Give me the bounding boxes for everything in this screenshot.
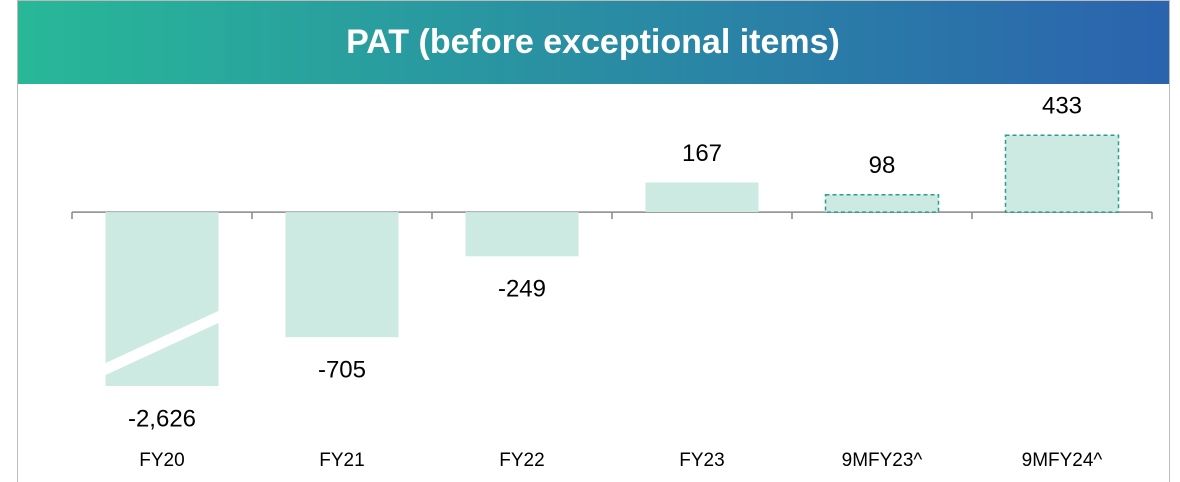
bar bbox=[465, 212, 579, 257]
value-label: -705 bbox=[318, 357, 366, 384]
x-tick-label: FY23 bbox=[679, 450, 724, 471]
bar bbox=[1004, 134, 1120, 213]
chart-title: PAT (before exceptional items) bbox=[346, 23, 840, 61]
value-label: 98 bbox=[869, 152, 896, 179]
x-tick-label: 9MFY23^ bbox=[842, 450, 923, 471]
value-label: 167 bbox=[682, 140, 722, 167]
panel-border bbox=[17, 0, 1170, 482]
header-band bbox=[17, 0, 1170, 84]
bar bbox=[285, 212, 399, 338]
x-tick-label: FY20 bbox=[139, 450, 184, 471]
bar bbox=[645, 182, 759, 213]
value-label: 433 bbox=[1042, 93, 1082, 120]
value-label: -249 bbox=[498, 276, 546, 303]
x-tick-label: FY21 bbox=[319, 450, 364, 471]
value-label: -2,626 bbox=[128, 405, 196, 432]
x-tick-label: 9MFY24^ bbox=[1022, 450, 1103, 471]
x-tick-label: FY22 bbox=[499, 450, 544, 471]
axis-break bbox=[103, 310, 221, 376]
bar bbox=[824, 193, 940, 213]
